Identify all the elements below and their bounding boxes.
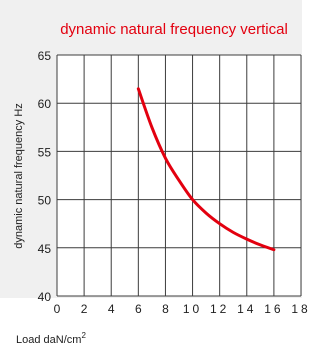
y-tick-label-45: 45 [38,242,52,256]
y-tick-label-55: 55 [38,145,52,159]
x-tick-label-0: 0 [54,302,61,316]
x-tick-label-4: 4 [108,302,115,316]
y-tick-label-60: 60 [38,97,52,111]
x-tick-label-12: 12 [210,302,229,316]
y-tick-label-65: 65 [38,49,52,63]
x-tick-label-10: 10 [183,302,202,316]
x-tick-label-6: 6 [135,302,142,316]
chart-title: dynamic natural frequency vertical [60,21,288,38]
x-tick-label-2: 2 [81,302,88,316]
y-axis-label: dynamic natural frequency Hz [13,103,25,249]
x-tick-labels: 0 2 4 6 8 10 12 14 16 18 [54,302,310,316]
x-tick-label-14: 14 [237,302,256,316]
x-axis-label: Load daN/cm2 [16,331,86,346]
series-line-0 [136,87,276,252]
y-tick-label-50: 50 [38,194,52,208]
plot-area [57,55,301,296]
x-axis-label-superscript: 2 [81,331,86,340]
y-tick-label-40: 40 [38,290,52,304]
y-tick-labels: 40 45 50 55 60 65 [38,49,52,304]
x-tick-label-18: 18 [291,302,310,316]
grid-lines [56,54,302,297]
x-tick-label-8: 8 [162,302,169,316]
series-layer [136,87,276,252]
x-tick-label-16: 16 [264,302,283,316]
x-axis-label-text: Load daN/cm [16,334,81,346]
